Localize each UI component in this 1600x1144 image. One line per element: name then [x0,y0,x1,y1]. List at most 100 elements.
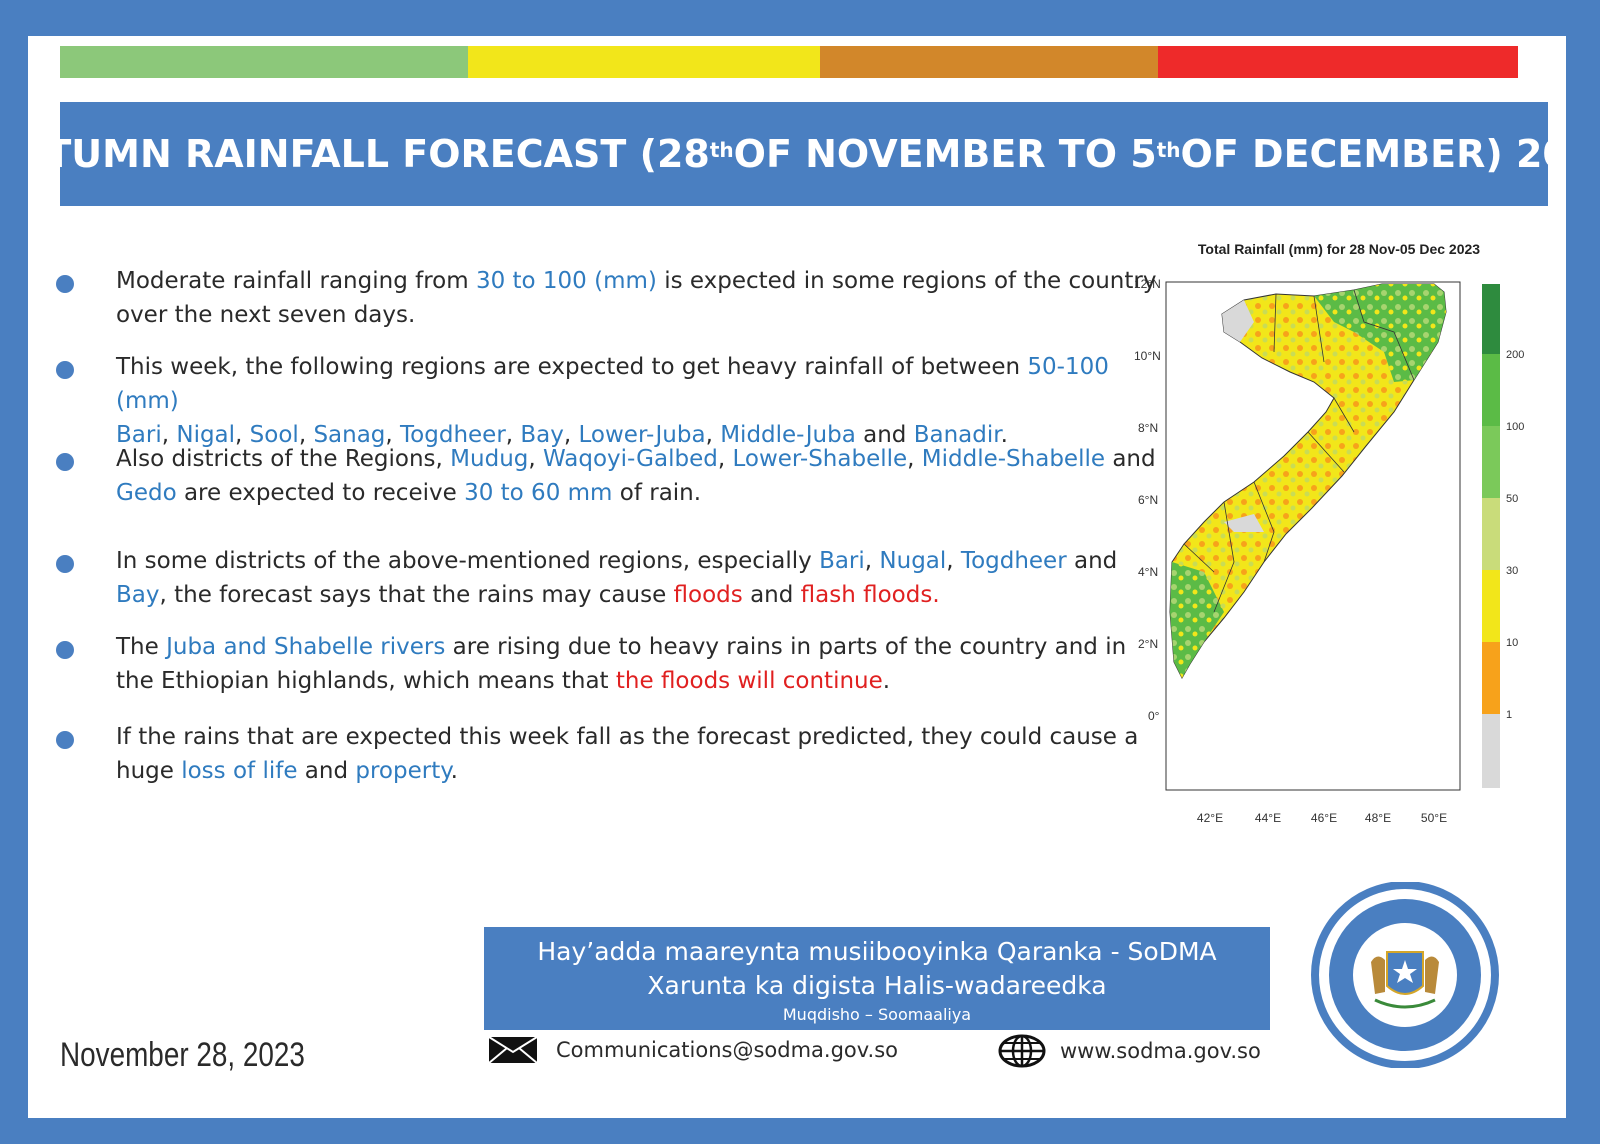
region: Togdheer [960,548,1067,574]
lat-label: 10°N [1134,349,1161,363]
text: is expected in some regions of the count… [116,268,1157,328]
region: Sanag [313,422,386,448]
city-name: Muqdisho – Soomaaliya [782,1005,972,1024]
text: and [1105,446,1156,472]
region: Bari [819,548,865,574]
region: Togdheer [400,422,506,448]
bullet-6: If the rains that are expected this week… [56,720,1166,788]
region-boundaries [1183,289,1415,613]
lon-label: 46°E [1311,811,1337,825]
lat-label: 0° [1148,709,1160,723]
text: . [450,758,458,784]
text: and [1066,548,1118,574]
center-name: Xarunta ka digista Halis-wadareedka [647,971,1107,1000]
website-contact[interactable]: www.sodma.gov.so [998,1034,1261,1068]
title-part-1: AUTUMN RAINFALL FORECAST (28 [28,132,710,176]
bullet-dot [56,641,74,659]
text: . [1000,422,1008,448]
stripe-orange [820,46,1158,78]
highlight: Juba and Shabelle rivers [166,634,446,660]
region: Lower-Shabelle [732,446,908,472]
bulletin-sheet: AUTUMN RAINFALL FORECAST (28 th OF NOVEMB… [28,36,1566,1118]
lon-label: 42°E [1197,811,1223,825]
bullet-dot [56,555,74,573]
region: Bay [116,582,160,608]
legend-swatch [1482,642,1500,714]
warning: flash floods. [800,582,940,608]
bullet-dot [56,275,74,293]
grey-zone-northwest [1222,300,1254,342]
bullet-2: This week, the following regions are exp… [56,350,1166,452]
region: Nugal [879,548,947,574]
green-zone-northeast [1314,284,1446,382]
lat-label: 8°N [1138,421,1158,435]
legend-label: 30 [1506,565,1518,577]
region: Nigal [176,422,236,448]
text: This week, the following regions are exp… [116,354,1028,380]
title-sup-2: th [1156,138,1181,162]
text: Also districts of the Regions, [116,446,451,472]
text: Moderate rainfall ranging from [116,268,476,294]
legend-label: 10 [1506,637,1518,649]
text: . [882,668,891,694]
legend-swatch [1482,284,1500,354]
legend-swatch [1482,714,1500,788]
lon-label: 50°E [1421,811,1447,825]
legend-swatch [1482,426,1500,498]
warning: the floods will continue [615,668,883,694]
envelope-icon [488,1036,538,1064]
text: and [855,422,914,448]
stripe-yellow [468,46,820,78]
lat-label: 2°N [1138,637,1158,651]
bullet-dot [56,731,74,749]
bullet-3: Also districts of the Regions, Mudug, Wa… [56,442,1166,510]
text: If the rains that are expected this week… [116,724,1139,784]
stripe-green [60,46,468,78]
highlight: loss of life [181,758,298,784]
legend-swatch [1482,570,1500,642]
text: , the forecast says that the rains may c… [159,582,674,608]
region: Middle-Juba [720,422,856,448]
region: Lower-Juba [578,422,706,448]
legend-swatch [1482,354,1500,426]
rainfall-map-svg: Total Rainfall (mm) for 28 Nov-05 Dec 20… [1134,241,1524,825]
website-url[interactable]: www.sodma.gov.so [1060,1039,1261,1063]
highlight: 50-100 (mm) [116,354,1109,414]
page-title: AUTUMN RAINFALL FORECAST (28 th OF NOVEMB… [28,102,1566,206]
legend-label: 1 [1506,709,1512,721]
bullet-5: The Juba and Shabelle rivers are rising … [56,630,1166,698]
sodma-seal [1305,881,1505,1069]
warning: floods [673,582,743,608]
grey-zone-south [1224,514,1264,532]
bullet-1: Moderate rainfall ranging from 30 to 100… [56,264,1166,332]
text: are rising due to heavy rains in parts o… [116,634,1127,694]
bullet-dot [56,453,74,471]
bullet-dot [56,361,74,379]
region: Bari [116,422,162,448]
lon-label: 44°E [1255,811,1281,825]
text: are expected to receive [176,480,465,506]
email-contact[interactable]: Communications@sodma.gov.so [488,1036,898,1064]
lat-axis: 12°N 10°N 8°N 6°N 4°N 2°N 0° [1134,277,1161,723]
region: Banadir [913,422,1001,448]
legend-label: 100 [1506,421,1524,433]
lat-label: 12°N [1134,277,1161,291]
text: The [116,634,167,660]
region: Middle-Shabelle [921,446,1106,472]
region: Gedo [116,480,177,506]
rainfall-map: Total Rainfall (mm) for 28 Nov-05 Dec 20… [1114,232,1564,842]
green-zone-south [1170,562,1224,678]
lon-label: 48°E [1365,811,1391,825]
region: Sool [249,422,299,448]
email-address[interactable]: Communications@sodma.gov.so [556,1038,899,1062]
title-part-3: OF DECEMBER) 2023 [1180,132,1566,176]
region: Mudug [450,446,529,472]
region: Bay [520,422,564,448]
legend: 200 100 50 30 10 1 [1482,284,1524,788]
legend-label: 50 [1506,493,1518,505]
lat-label: 4°N [1138,565,1158,579]
lon-axis: 42°E 44°E 46°E 48°E 50°E [1197,811,1447,825]
text: and [297,758,356,784]
text: In some districts of the above-mentioned… [116,548,820,574]
lat-label: 6°N [1138,493,1158,507]
